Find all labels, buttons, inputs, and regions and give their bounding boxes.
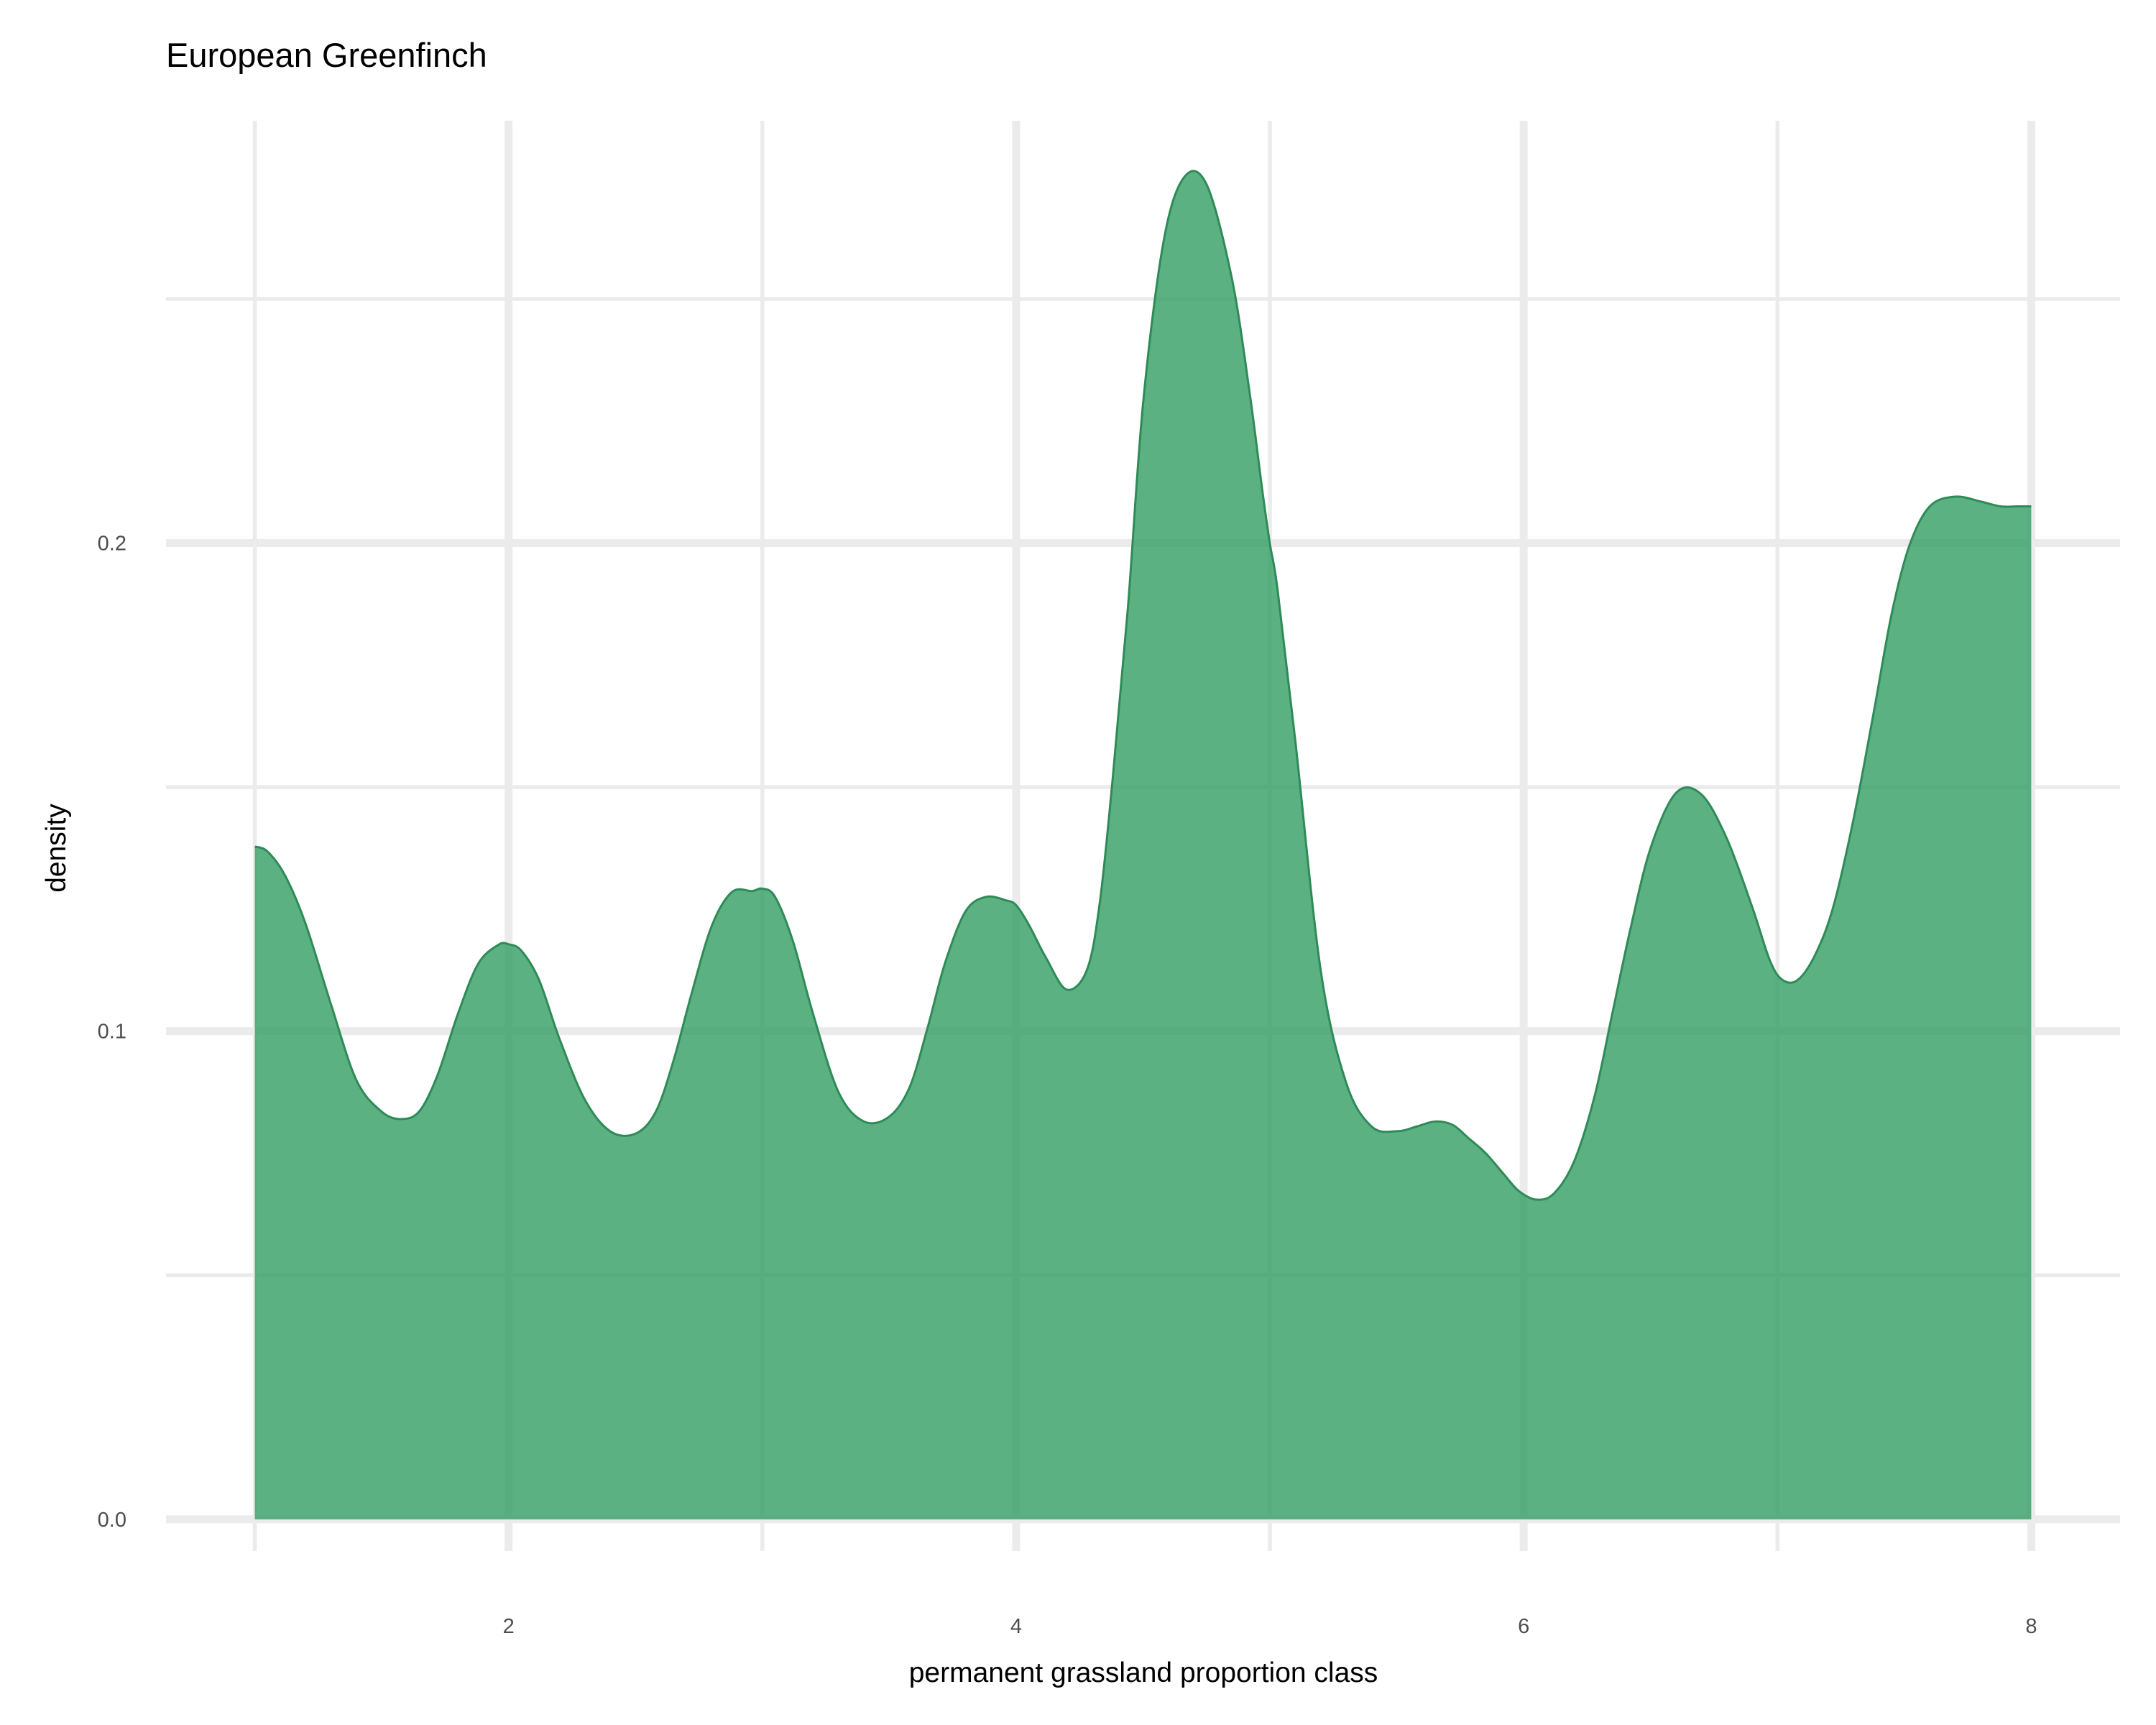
- density-area-layer: [254, 170, 2032, 1519]
- density-area: [254, 170, 2032, 1519]
- x-tick-label-4: 4: [1010, 1615, 1022, 1638]
- axis-labels: European Greenfinch permanent grassland …: [41, 36, 2037, 1688]
- y-axis-title: density: [41, 804, 72, 893]
- density-outline: [254, 170, 2032, 1201]
- y-tick-label-0.0: 0.0: [98, 1509, 126, 1532]
- chart-title: European Greenfinch: [166, 36, 487, 74]
- x-tick-label-8: 8: [2025, 1615, 2037, 1638]
- y-tick-label-0.2: 0.2: [98, 532, 126, 555]
- y-tick-label-0.1: 0.1: [98, 1021, 126, 1044]
- x-tick-label-6: 6: [1518, 1615, 1529, 1638]
- x-axis-title: permanent grassland proportion class: [909, 1657, 1378, 1688]
- x-tick-label-2: 2: [503, 1615, 515, 1638]
